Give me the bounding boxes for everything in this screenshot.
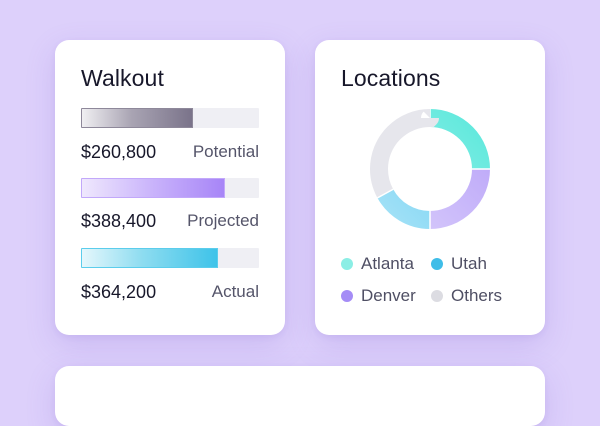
legend-dot-others: [431, 290, 443, 302]
legend-item-utah: Utah: [431, 254, 487, 274]
locations-card: Locations Atlanta Utah Denver Others: [315, 40, 545, 335]
actual-bar-fill: [81, 248, 219, 268]
donut-separator: [377, 188, 394, 199]
locations-title: Locations: [341, 65, 441, 91]
legend-dot-denver: [341, 290, 353, 302]
actual-value: $364,200: [81, 282, 157, 302]
legend-dot-utah: [431, 258, 443, 270]
actual-bar-track: [81, 248, 259, 268]
legend-label-others: Others: [451, 286, 503, 305]
legend-dot-atlanta: [341, 258, 353, 270]
legend-item-denver: Denver: [341, 286, 416, 306]
locations-donut-chart: [370, 109, 490, 229]
legend-label-denver: Denver: [361, 286, 416, 305]
walkout-card: Walkout $260,800 Potential $388,400 Proj…: [55, 40, 285, 335]
potential-value: $260,800: [81, 142, 157, 162]
legend-item-atlanta: Atlanta: [341, 254, 414, 274]
projected-value: $388,400: [81, 211, 157, 231]
legend-label-atlanta: Atlanta: [361, 254, 414, 273]
legend-label-utah: Utah: [451, 254, 487, 273]
donut-segment-others: [370, 109, 490, 229]
potential-bar-fill: [81, 108, 194, 128]
legend-item-others: Others: [431, 286, 502, 306]
potential-label: Potential: [192, 142, 259, 161]
projected-label: Projected: [187, 211, 259, 230]
projected-bar-fill: [81, 178, 226, 198]
potential-bar-track: [81, 108, 259, 128]
walkout-title: Walkout: [81, 65, 164, 91]
bottom-card: [55, 366, 545, 426]
actual-label: Actual: [211, 282, 259, 301]
projected-bar-track: [81, 178, 259, 198]
